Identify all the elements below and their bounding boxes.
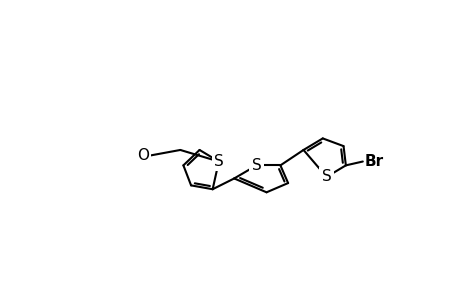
Text: O: O (137, 148, 149, 163)
Text: Br: Br (364, 154, 383, 169)
Text: S: S (251, 158, 261, 173)
Text: S: S (213, 154, 223, 169)
Text: S: S (321, 169, 331, 184)
